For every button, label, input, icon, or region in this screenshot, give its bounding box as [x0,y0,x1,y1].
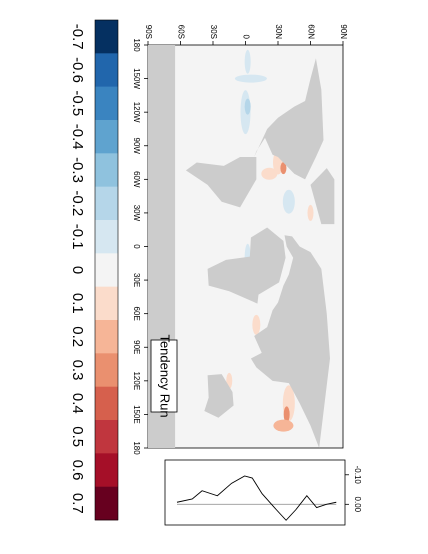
colorbar-swatch [95,253,118,287]
anomaly-patch [273,419,294,432]
colorbar-swatch [95,353,118,387]
title-box [150,339,178,413]
rotated-figure: 180 150W 120W 90W 60W 30W 0 30E 60E 90E 120E 150E 18… [69,19,362,526]
eurasia [250,235,330,448]
colorbar-label: -0.1 [69,224,86,250]
colorbar-label: 0.5 [69,426,86,447]
anomaly-patch [234,74,267,83]
colorbar-label: -0.6 [69,57,86,83]
anomaly-patch [282,189,295,214]
colorbar-swatch [95,120,118,154]
colorbar-swatch [95,220,118,254]
colorbar-swatch [95,20,118,54]
colorbar-label: -0.5 [69,90,86,116]
colorbar-label: -0.2 [69,190,86,216]
colorbar-label: -0.4 [69,124,86,150]
lon-tick-label: 150W [132,68,141,89]
map-title: Tendency Run [158,334,173,417]
africa [207,227,286,304]
lon-tick-label: 90E [132,340,141,354]
colorbar-label: -0.7 [69,24,86,50]
anomaly-patch [280,162,287,175]
colorbar-swatch [95,286,118,321]
colorbar-swatch [95,453,118,487]
colorbar-swatch [95,186,118,221]
colorbar-label: 0.1 [69,293,86,314]
lon-tick-label: 120W [132,102,141,123]
anomaly-patch [307,204,314,221]
lat-tick-label: 60N [306,24,315,39]
lon-tick-label: 30E [132,273,141,287]
lat-tick-label: 90N [339,24,348,39]
colorbar-label: 0.3 [69,360,86,381]
colorbar-label: 0.7 [69,493,86,514]
colorbar-swatch [95,486,118,521]
lon-tick-label: 150E [132,405,141,424]
anomaly-patch [252,314,261,335]
australia [204,374,234,418]
profile-line [176,475,337,521]
lat-tick-label: 90S [144,25,153,39]
colorbar-label: 0.6 [69,460,86,481]
lat-tick-label: 30S [209,25,218,39]
colorbar-swatch [95,86,118,121]
anomaly-patch [244,98,251,115]
anomaly-patch [244,49,251,74]
colorbar-swatch [95,420,118,454]
lon-tick-label: 180 [132,38,141,52]
colorbar-label: 0 [69,266,86,274]
colorbar-swatch [95,153,118,187]
lon-tick-label: 180 [132,441,141,455]
anomaly-patch [283,406,290,423]
lon-tick-label: 90W [132,138,141,155]
colorbar-label: 0.2 [69,326,86,347]
lon-tick-label: 120E [132,371,141,390]
colorbar-frame [94,19,119,521]
colorbar-label: 0.4 [69,393,86,414]
lat-tick-label: 30N [274,24,283,39]
profile-tick-label: 0.00 [353,497,362,513]
south-america [185,156,257,208]
colorbar-swatch [95,386,118,421]
lat-tick-label: 0 [241,35,250,40]
lon-tick-label: 60W [132,171,141,188]
colorbar-swatch [95,320,118,354]
lat-tick-label: 60S [176,25,185,39]
anomaly-patch [261,167,278,180]
greenland [310,168,335,225]
lon-tick-label: 0 [132,244,141,249]
colorbar-swatch [95,53,118,87]
lon-tick-label: 30W [132,205,141,222]
lon-tick-label: 60E [132,307,141,321]
profile-tick-label: -0.10 [353,466,362,485]
north-america [254,58,324,180]
profile-frame [164,459,346,526]
colorbar-label: -0.3 [69,157,86,183]
